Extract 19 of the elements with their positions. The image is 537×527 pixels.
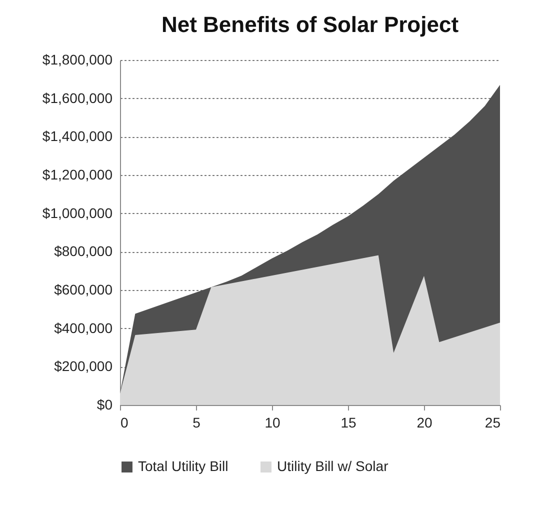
x-tick-label: 0 xyxy=(120,414,128,430)
y-tick-label: $1,000,000 xyxy=(42,204,113,221)
y-tick-label: $1,800,000 xyxy=(42,52,113,68)
y-tick-label: $0 xyxy=(96,396,113,412)
legend-label: Total Utility Bill xyxy=(138,458,228,474)
x-tick-label: 10 xyxy=(264,414,280,430)
y-tick-label: $1,200,000 xyxy=(42,166,113,182)
x-tick-label: 15 xyxy=(340,414,356,430)
y-tick-label: $200,000 xyxy=(54,358,113,374)
x-tick-label: 20 xyxy=(416,414,432,430)
y-tick-label: $1,400,000 xyxy=(42,128,113,144)
y-tick-label: $800,000 xyxy=(54,243,113,260)
x-tick-label: 25 xyxy=(484,414,501,430)
legend-label: Utility Bill w/ Solar xyxy=(277,458,389,474)
y-tick-label: $600,000 xyxy=(54,282,113,298)
y-tick-label: $400,000 xyxy=(54,320,113,336)
y-tick-label: $1,600,000 xyxy=(42,90,113,106)
x-tick-label: 5 xyxy=(192,414,201,430)
chart-title: Net Benefits of Solar Project xyxy=(161,12,460,37)
